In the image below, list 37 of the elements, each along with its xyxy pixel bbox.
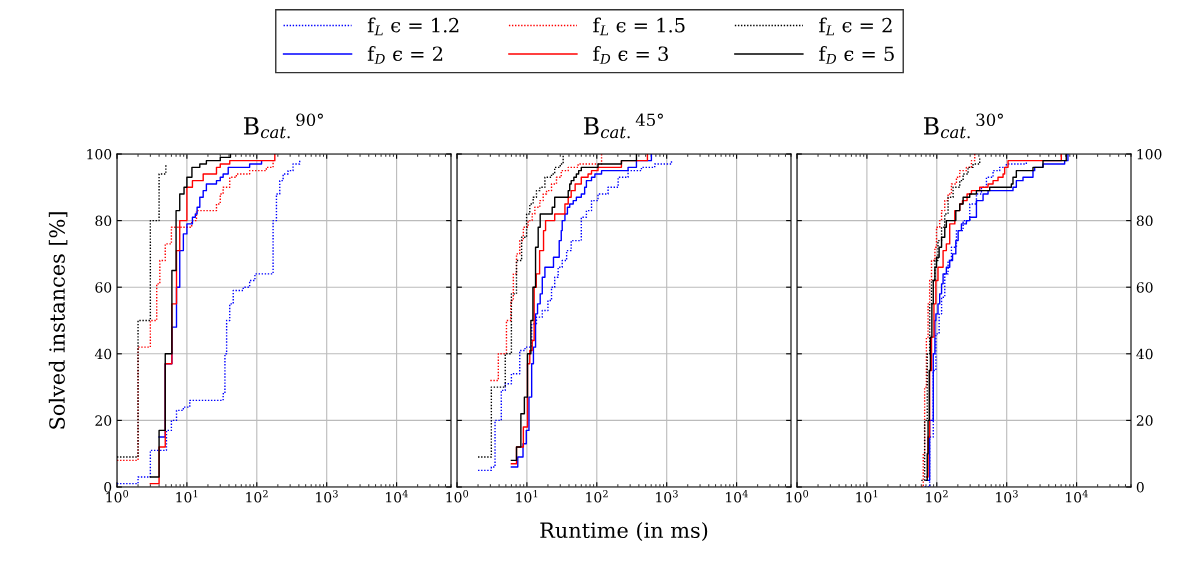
- legend-label: f$_{L}$ ϵ = 1.5: [593, 17, 685, 36]
- y-tick-label: 100: [87, 148, 112, 160]
- x-tick-label: 10$^{3}$: [996, 490, 1018, 503]
- x-tick-label: 10$^{1}$: [856, 490, 878, 503]
- y-tick-label: 80: [95, 215, 112, 227]
- y-tick-label: 60: [95, 282, 112, 293]
- chart-title: B$_{cat.}$$^{90°}$: [243, 113, 323, 139]
- legend-label: f$_{D}$ ϵ = 3: [593, 46, 668, 64]
- y-tick-label: 20: [95, 415, 112, 426]
- y-tick-label: 0: [104, 481, 112, 493]
- legend-label: f$_{D}$ ϵ = 2: [367, 46, 443, 64]
- y-tick-label: 20: [1136, 415, 1153, 426]
- x-tick-label: 10$^{2}$: [246, 490, 268, 503]
- x-tick-label: 10$^{3}$: [656, 490, 678, 503]
- y-tick-label: 40: [1136, 348, 1153, 360]
- legend-label: f$_{D}$ ϵ = 5: [819, 46, 894, 64]
- y-axis-title: Solved instances [%]: [48, 212, 68, 429]
- x-tick-label: 10$^{0}$: [446, 490, 469, 503]
- y-tick-label: 60: [1136, 282, 1153, 293]
- x-tick-label: 10$^{4}$: [386, 490, 408, 503]
- x-tick-label: 10$^{1}$: [516, 490, 538, 503]
- x-tick-label: 10$^{2}$: [586, 490, 608, 503]
- x-tick-label: 10$^{4}$: [726, 490, 748, 503]
- y-tick-label: 80: [1136, 215, 1153, 227]
- y-tick-label: 40: [94, 348, 112, 360]
- y-tick-label: 100: [1137, 148, 1162, 160]
- chart-title: B$_{cat.}$$^{30°}$: [923, 113, 1003, 139]
- legend-label: f$_{L}$ ϵ = 2: [819, 17, 892, 36]
- x-tick-label: 10$^{0}$: [786, 490, 809, 503]
- x-tick-label: 10$^{4}$: [1066, 490, 1088, 503]
- y-tick-label: 0: [1136, 481, 1144, 493]
- chart-title: B$_{cat.}$$^{45°}$: [583, 113, 663, 139]
- x-tick-label: 10$^{2}$: [926, 490, 948, 503]
- x-tick-label: 10$^{3}$: [316, 490, 338, 503]
- legend-label: f$_{L}$ ϵ = 1.2: [367, 17, 459, 36]
- x-axis-title: Runtime (in ms): [540, 521, 708, 542]
- x-tick-label: 10$^{1}$: [176, 490, 198, 503]
